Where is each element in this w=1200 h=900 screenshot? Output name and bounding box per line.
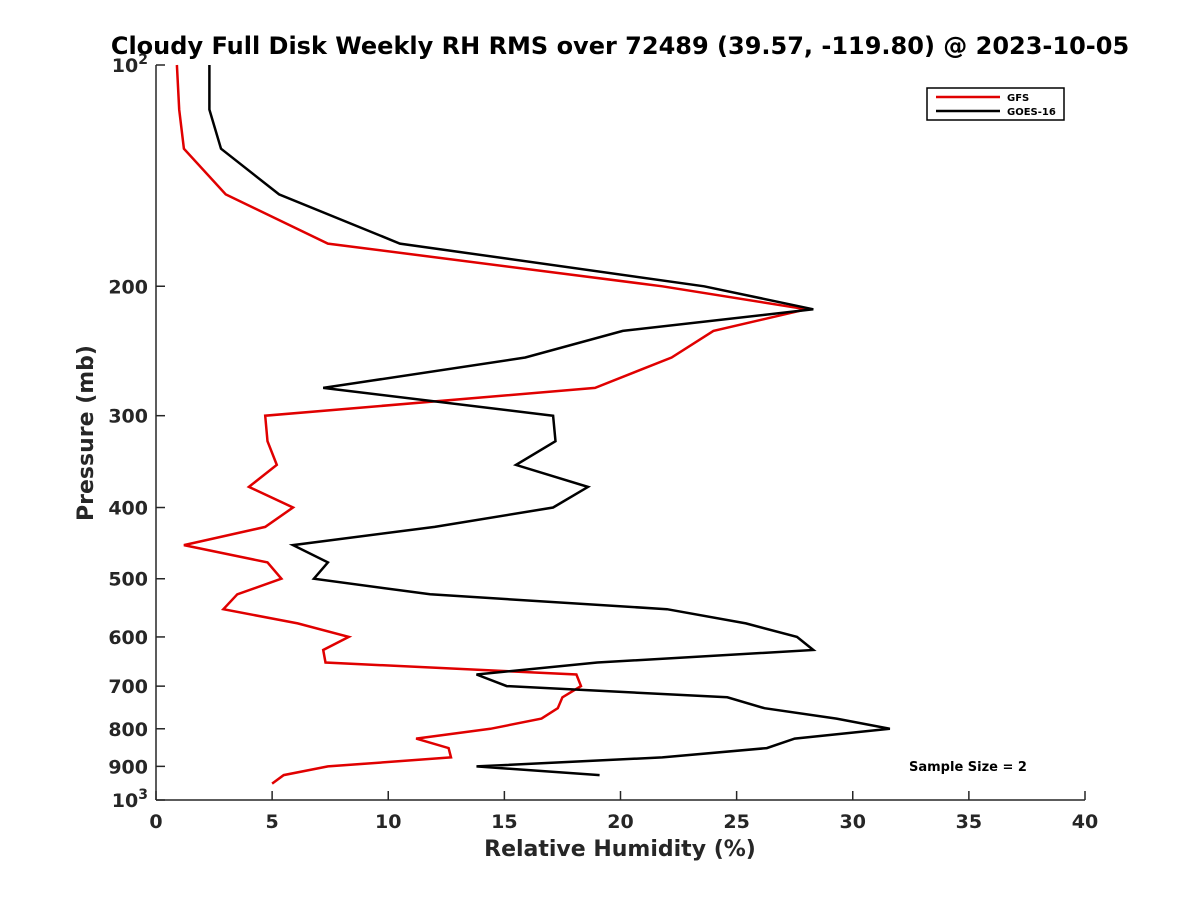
y-tick-label: 200 — [108, 276, 148, 298]
y-axis-label: Pressure (mb) — [74, 345, 99, 521]
chart-title: Cloudy Full Disk Weekly RH RMS over 7248… — [111, 32, 1129, 60]
y-tick-label: 900 — [108, 756, 148, 778]
sample-size-annotation: Sample Size = 2 — [909, 760, 1027, 775]
legend: GFS GOES-16 — [926, 87, 1065, 121]
x-tick-label: 0 — [149, 811, 162, 833]
x-tick-label: 15 — [491, 811, 517, 833]
x-tick-label: 40 — [1072, 811, 1098, 833]
x-tick-label: 20 — [607, 811, 633, 833]
axes — [155, 65, 1085, 801]
y-tick-label: 700 — [108, 676, 148, 698]
y-tick-label: 103 — [112, 787, 148, 812]
series-lines — [175, 64, 891, 785]
series-line-goes16 — [208, 65, 891, 777]
y-tick-label: 500 — [108, 569, 148, 591]
x-tick-label: 35 — [956, 811, 982, 833]
legend-label-goes16: GOES-16 — [1007, 107, 1056, 118]
x-axis-label: Relative Humidity (%) — [484, 837, 756, 862]
x-tick-label: 5 — [266, 811, 279, 833]
x-tick-label: 25 — [723, 811, 749, 833]
x-axis-ticks: 0 5 10 15 20 25 30 35 40 — [149, 791, 1098, 833]
y-tick-label: 400 — [108, 498, 148, 520]
legend-box — [926, 87, 1065, 121]
y-tick-label: 600 — [108, 627, 148, 649]
x-tick-label: 10 — [375, 811, 401, 833]
series-line-gfs — [175, 64, 807, 785]
legend-label-gfs: GFS — [1007, 93, 1029, 104]
x-tick-label: 30 — [840, 811, 866, 833]
y-axis-ticks: 102 200 300 400 500 600 700 800 900 103 — [108, 52, 165, 812]
y-tick-label: 102 — [112, 52, 148, 77]
y-tick-label: 800 — [108, 719, 148, 741]
y-tick-label: 300 — [108, 406, 148, 428]
